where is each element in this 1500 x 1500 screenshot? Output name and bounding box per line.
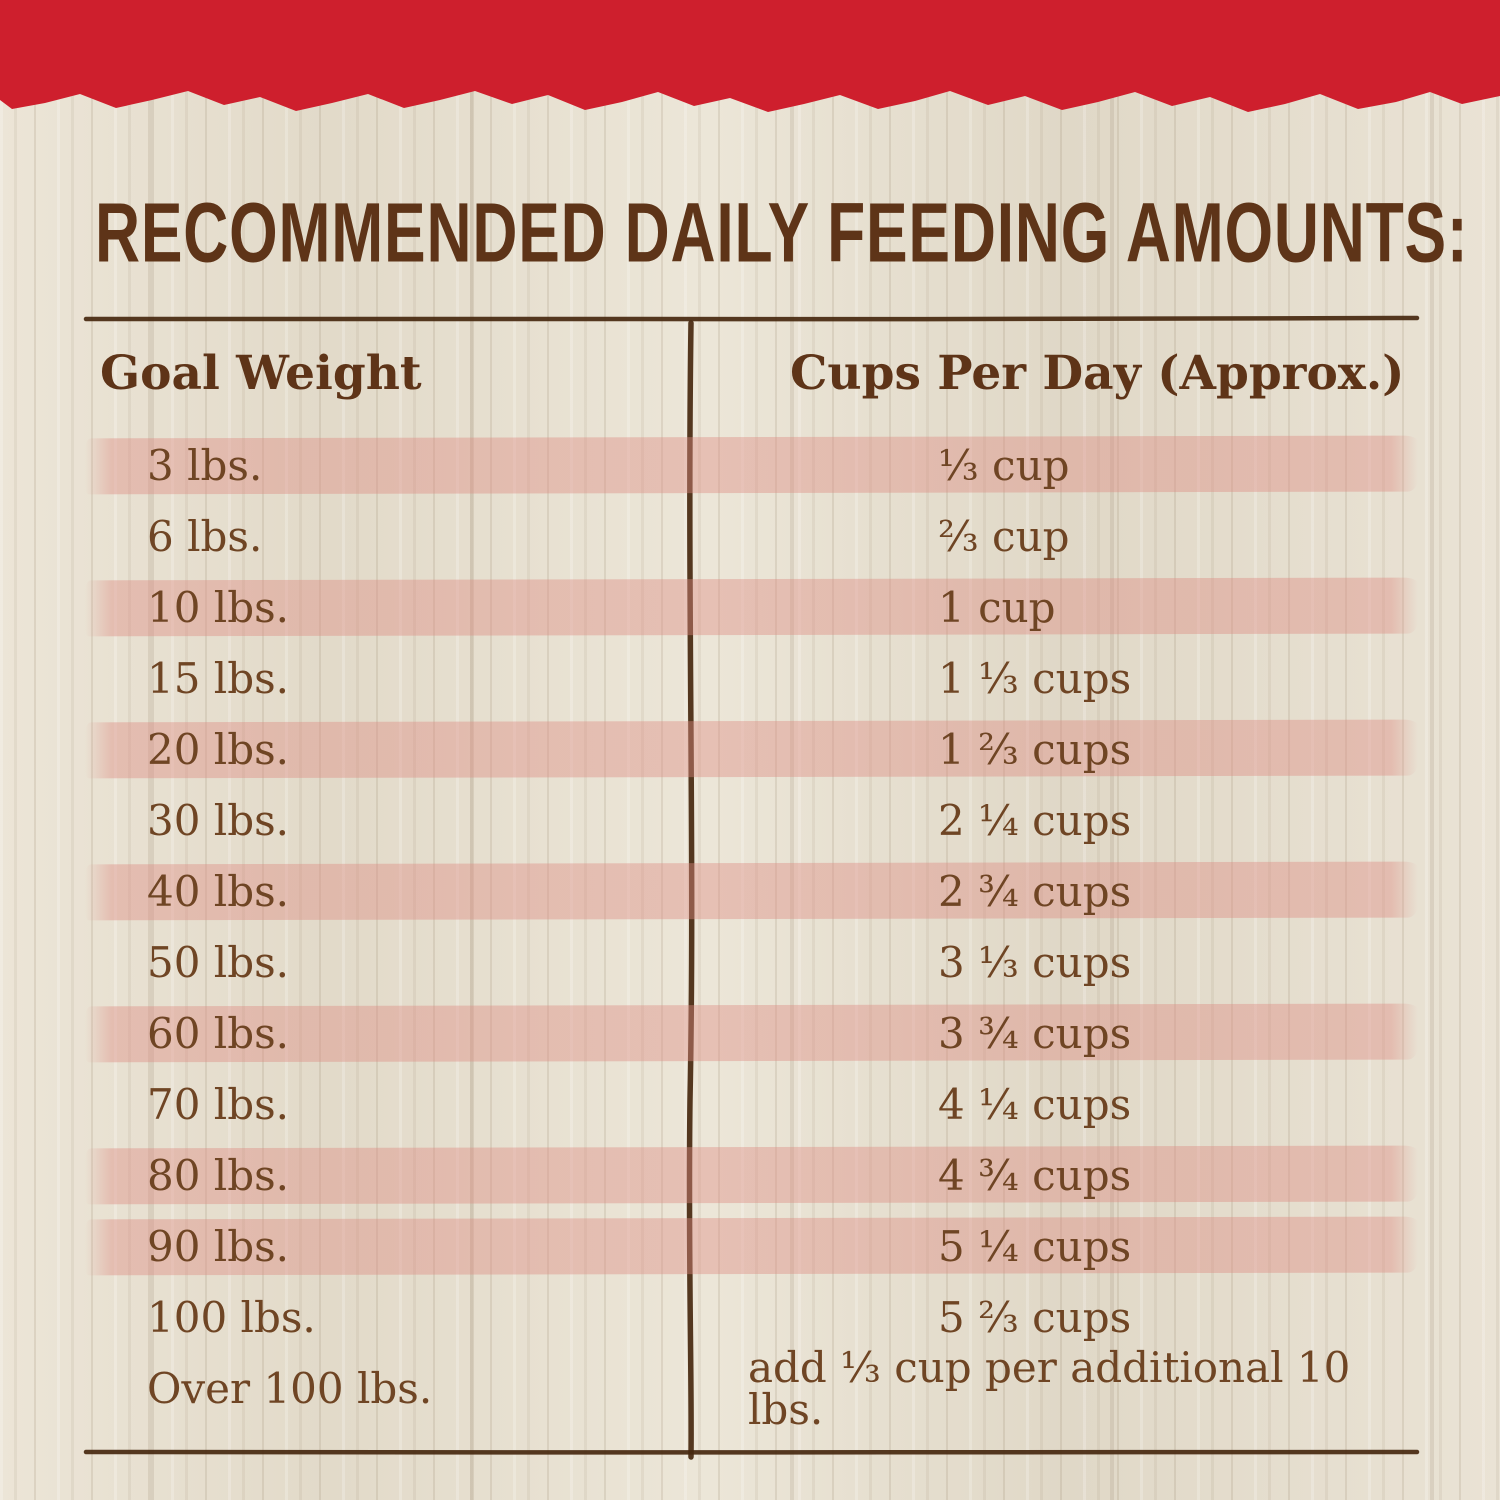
- goal-weight-cell: 10 lbs.: [147, 582, 290, 632]
- cups-per-day-cell: 2 ¼ cups: [938, 795, 1132, 845]
- goal-weight-cell: 6 lbs.: [147, 511, 263, 561]
- goal-weight-cell: 100 lbs.: [147, 1292, 316, 1342]
- cups-per-day-cell: 3 ⅓ cups: [938, 937, 1132, 987]
- table-header-cups-per-day: Cups Per Day (Approx.): [790, 345, 1405, 401]
- cups-per-day-cell: 4 ¾ cups: [938, 1150, 1132, 1200]
- table-row: 90 lbs. 5 ¼ cups: [84, 1211, 1419, 1282]
- page-title: RECOMMENDED DAILY FEEDING AMOUNTS:: [95, 184, 1469, 280]
- table-bottom-line: [83, 1448, 1420, 1456]
- cups-per-day-cell: 1 ⅓ cups: [938, 653, 1132, 703]
- table-row: 50 lbs. 3 ⅓ cups: [85, 927, 1418, 998]
- goal-weight-cell: 90 lbs.: [147, 1221, 290, 1271]
- cups-per-day-cell: 2 ¾ cups: [938, 866, 1132, 916]
- cups-per-day-cell: add ⅓ cup per additional 10 lbs.: [748, 1342, 1351, 1434]
- cups-per-day-cell: 1 ⅔ cups: [938, 724, 1132, 774]
- goal-weight-cell: 70 lbs.: [147, 1079, 290, 1129]
- table-row: 60 lbs. 3 ¾ cups: [84, 998, 1419, 1069]
- feeding-table-rows: 3 lbs. ⅓ cup 6 lbs. ⅔ cup 10 lbs. 1 cup …: [84, 430, 1419, 1430]
- goal-weight-cell: Over 100 lbs.: [147, 1363, 433, 1413]
- red-banner: [0, 0, 1500, 82]
- goal-weight-cell: 50 lbs.: [147, 937, 290, 987]
- goal-weight-cell: 80 lbs.: [147, 1150, 290, 1200]
- goal-weight-cell: 40 lbs.: [147, 866, 290, 916]
- table-row: 100 lbs. 5 ⅔ cups: [85, 1282, 1418, 1353]
- cups-per-day-cell: ⅔ cup: [938, 511, 1070, 561]
- table-row: 40 lbs. 2 ¾ cups: [84, 856, 1419, 927]
- cups-per-day-cell: 5 ¼ cups: [938, 1221, 1132, 1271]
- goal-weight-cell: 30 lbs.: [147, 795, 290, 845]
- cups-per-day-cell: ⅓ cup: [938, 440, 1070, 490]
- table-row: 30 lbs. 2 ¼ cups: [85, 785, 1418, 856]
- table-row: 70 lbs. 4 ¼ cups: [85, 1069, 1418, 1140]
- table-row: 15 lbs. 1 ⅓ cups: [85, 643, 1418, 714]
- goal-weight-cell: 20 lbs.: [147, 724, 290, 774]
- table-row: 6 lbs. ⅔ cup: [85, 501, 1418, 572]
- table-row: 3 lbs. ⅓ cup: [84, 430, 1419, 501]
- table-top-line: [83, 315, 1420, 322]
- torn-edge-decoration: [0, 82, 1500, 112]
- cups-per-day-cell: 1 cup: [938, 582, 1056, 632]
- cups-per-day-cell: 4 ¼ cups: [938, 1079, 1132, 1129]
- table-row: 80 lbs. 4 ¾ cups: [84, 1140, 1419, 1211]
- goal-weight-cell: 3 lbs.: [147, 440, 263, 490]
- goal-weight-cell: 15 lbs.: [147, 653, 290, 703]
- cups-per-day-cell: 5 ⅔ cups: [938, 1292, 1132, 1342]
- table-header-row: Goal Weight Cups Per Day (Approx.): [85, 330, 1418, 416]
- goal-weight-cell: 60 lbs.: [147, 1008, 290, 1058]
- table-row: 10 lbs. 1 cup: [84, 572, 1419, 643]
- table-row: Over 100 lbs. add ⅓ cup per additional 1…: [85, 1346, 1418, 1430]
- table-header-goal-weight: Goal Weight: [100, 345, 422, 401]
- table-row: 20 lbs. 1 ⅔ cups: [84, 714, 1419, 785]
- cups-per-day-cell: 3 ¾ cups: [938, 1008, 1132, 1058]
